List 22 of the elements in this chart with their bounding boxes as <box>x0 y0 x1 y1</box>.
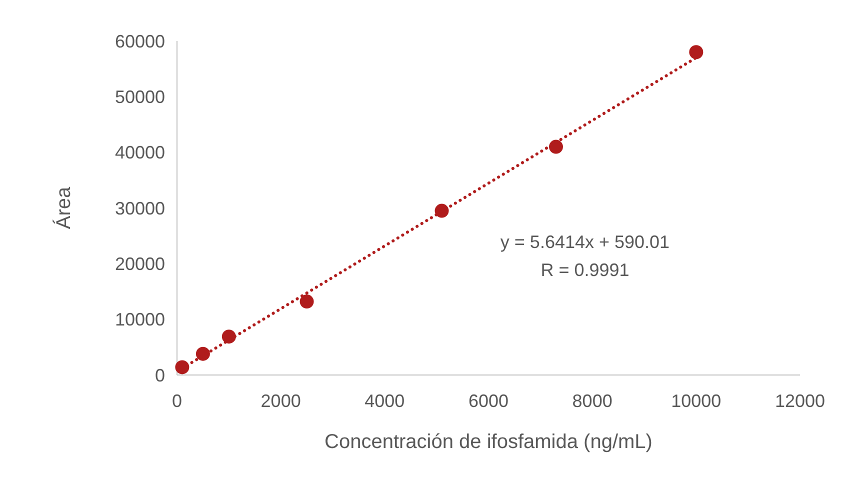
x-tick-label: 4000 <box>364 391 405 411</box>
x-tick-label: 0 <box>172 391 182 411</box>
point <box>689 45 704 60</box>
x-tick-label: 12000 <box>774 391 826 411</box>
x-tick-label: 6000 <box>468 391 509 411</box>
annotation: y = 5.6414x + 590.01 <box>500 232 670 252</box>
point <box>196 346 210 361</box>
y-tick-label: 20000 <box>114 254 165 274</box>
point <box>548 140 563 154</box>
x-tick-label: 8000 <box>572 391 612 411</box>
y-tick-label: 60000 <box>114 31 165 52</box>
x-axis-title: Concentración de ifosfamida (ng/mL) <box>324 431 652 453</box>
y-tick-label: 30000 <box>114 198 165 218</box>
y-tick-label: 10000 <box>114 310 165 330</box>
y-tick-label: 0 <box>154 365 165 386</box>
y-tick-label: 40000 <box>114 142 165 163</box>
annotation: R = 0.9991 <box>540 260 630 280</box>
point <box>300 294 314 309</box>
x-tick-label: 10000 <box>671 391 722 411</box>
x-tick-label: 2000 <box>260 391 301 411</box>
y-tick-label: 50000 <box>114 86 165 107</box>
y-axis-title: Área <box>52 186 75 230</box>
